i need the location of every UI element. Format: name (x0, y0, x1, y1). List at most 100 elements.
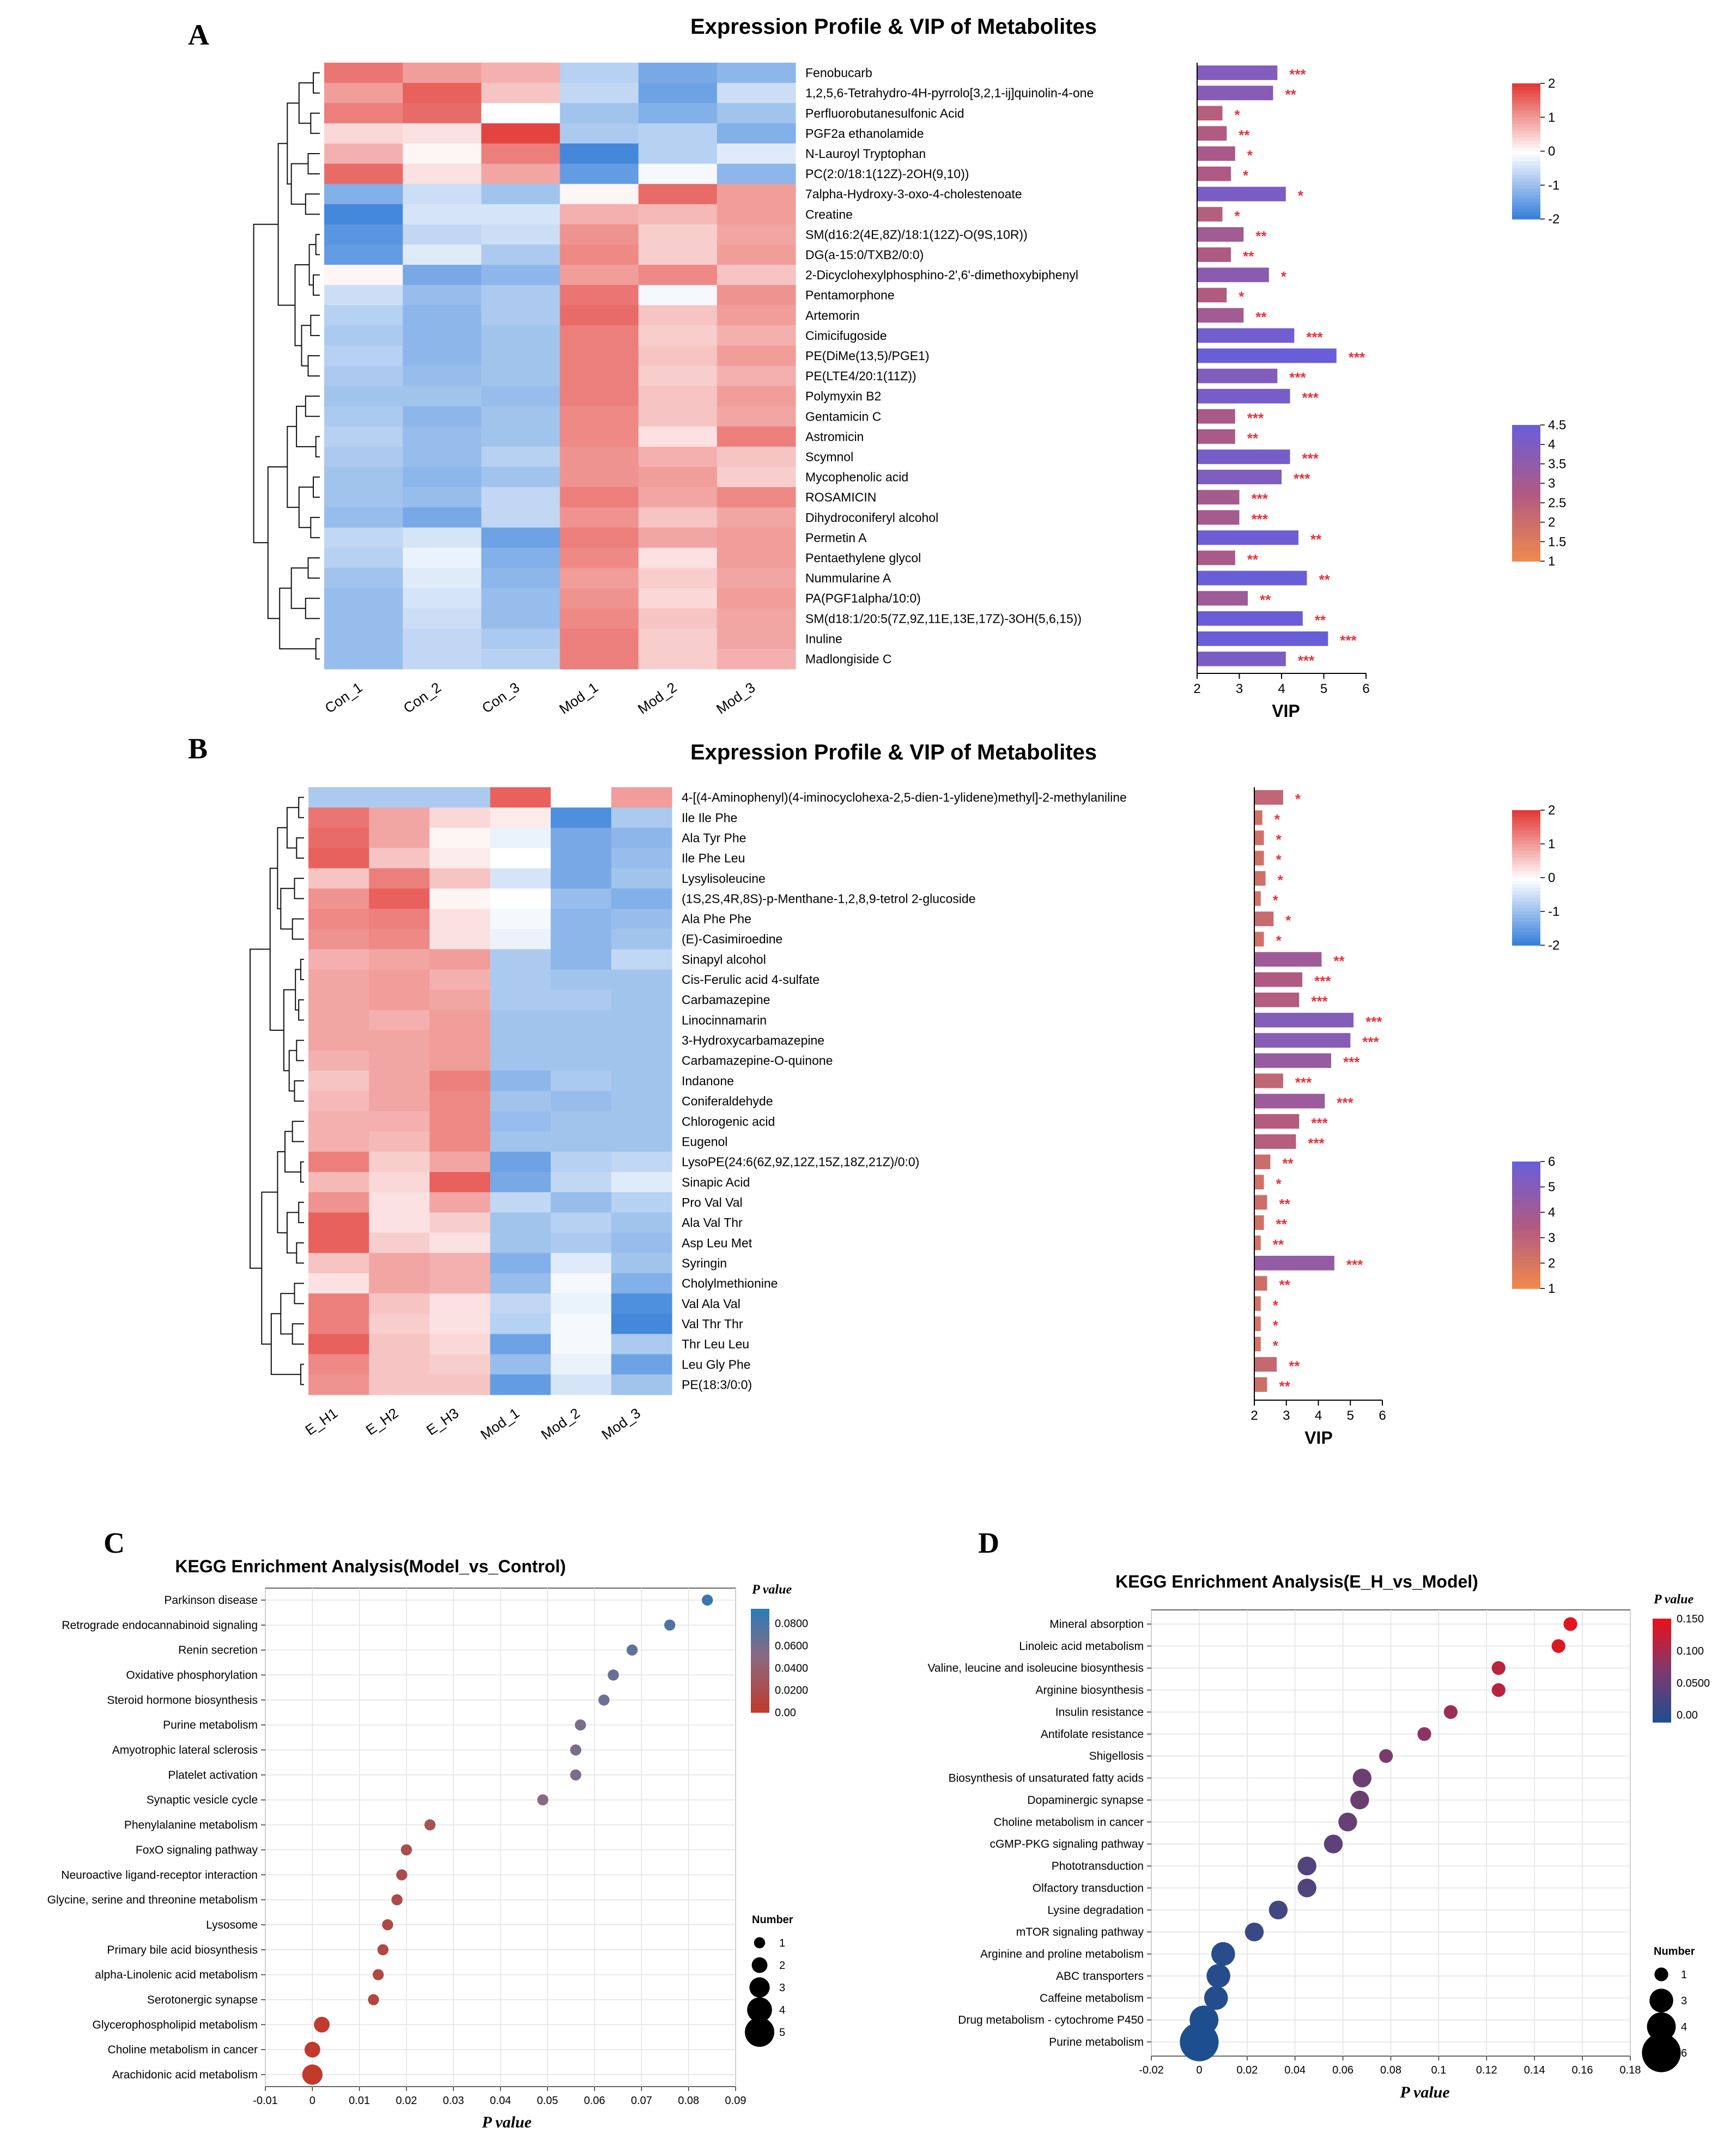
color-legend-swatch (1653, 1688, 1671, 1692)
vip-bar (1197, 106, 1223, 121)
significance-mark: ** (1279, 1378, 1291, 1394)
dendrogram-branch (310, 516, 320, 538)
row-label: 4-[(4-Aminophenyl)(4-iminocyclohexa-2,5-… (682, 791, 1127, 805)
row-label: Asp Leu Met (682, 1236, 752, 1250)
heatmap-cell (429, 969, 491, 990)
heatmap-cell (638, 426, 718, 447)
color-legend-swatch (751, 1611, 769, 1615)
size-legend-label: 1 (1681, 1969, 1687, 1981)
pathway-label: Purine metabolism (163, 1719, 258, 1731)
heatmap-cell (550, 1050, 612, 1071)
heatmap-cell (308, 1253, 369, 1274)
heatmap-cell (324, 507, 403, 528)
heatmap-cell (429, 929, 491, 950)
heatmap-cell (550, 989, 612, 1011)
vip-bar (1254, 1215, 1264, 1230)
vip-legend-swatch (1512, 466, 1540, 470)
dendrogram-branch (294, 1282, 304, 1304)
dendrogram-branch (277, 827, 287, 909)
heatmap-cell (550, 1212, 612, 1233)
scale-legend-swatch (1512, 87, 1540, 91)
scale-legend-swatch (1512, 817, 1540, 821)
heatmap-cell (550, 888, 612, 909)
heatmap-cell (611, 828, 672, 849)
dendrogram-branch (300, 1364, 304, 1385)
heatmap-cell (481, 568, 561, 589)
significance-mark: ** (1279, 1277, 1291, 1293)
row-label: Leu Gly Phe (682, 1357, 751, 1371)
significance-mark: *** (1252, 511, 1268, 527)
dendrogram-branch (310, 314, 320, 336)
heatmap-cell (490, 1334, 551, 1355)
heatmap-cell (490, 1030, 551, 1051)
vip-legend-label: 2.5 (1548, 496, 1566, 510)
dendrogram-branch (267, 466, 288, 619)
scale-legend-swatch (1512, 932, 1540, 936)
row-label: Cis-Ferulic acid 4-sulfate (682, 972, 820, 987)
vip-legend-swatch (1512, 1221, 1540, 1226)
significance-mark: ** (1310, 531, 1322, 548)
enrichment-dot (1204, 1986, 1228, 2010)
vip-legend-swatch (1512, 1256, 1540, 1261)
vip-legend-swatch (1512, 493, 1540, 497)
heatmap-cell (308, 1030, 369, 1051)
heatmap-cell (717, 527, 796, 548)
heatmap-cell (611, 989, 672, 1011)
heatmap-cell (490, 1192, 551, 1213)
heatmap-cell (403, 305, 482, 326)
scale-legend-swatch (1512, 171, 1540, 175)
heatmap-cell (403, 386, 482, 407)
pathway-label: Valine, leucine and isoleucine biosynthe… (927, 1662, 1144, 1675)
heatmap-cell (560, 224, 639, 245)
significance-mark: *** (1337, 1095, 1353, 1111)
vip-bar (1254, 1357, 1277, 1372)
heatmap-cell (560, 83, 639, 104)
heatmap-cell (638, 446, 718, 467)
panel-b-dendrogram (250, 797, 304, 1385)
row-label: Sinapyl alcohol (682, 952, 766, 966)
vip-legend-swatch (1512, 516, 1540, 521)
pathway-label: Lysosome (206, 1919, 258, 1931)
heatmap-cell (550, 1314, 612, 1335)
column-label: Mod_3 (599, 1405, 644, 1443)
scale-legend-swatch (1512, 107, 1540, 111)
pathway-label: Choline metabolism in cancer (994, 1816, 1144, 1828)
heatmap-cell (717, 184, 796, 205)
heatmap-cell (308, 1232, 369, 1254)
dendrogram-branch (307, 355, 320, 377)
row-label: Chlorogenic acid (682, 1114, 775, 1128)
panel-b: B Expression Profile & VIP of Metabolite… (188, 732, 1559, 1448)
significance-mark: *** (1365, 1013, 1382, 1030)
heatmap-cell (403, 507, 482, 528)
row-label: Astromicin (805, 429, 864, 443)
heatmap-cell (403, 204, 482, 225)
heatmap-cell (369, 929, 430, 950)
row-label: N-Lauroyl Tryptophan (805, 147, 926, 161)
heatmap-cell (369, 828, 430, 849)
dendrogram-branch (277, 1151, 287, 1233)
color-legend-swatch (1653, 1650, 1671, 1653)
heatmap-cell (481, 345, 561, 367)
heatmap-cell (611, 1050, 672, 1071)
dendrogram-branch (296, 1039, 304, 1061)
vip-legend-label: 1.5 (1548, 534, 1566, 549)
vip-bar (1197, 186, 1286, 202)
heatmap-cell (324, 406, 403, 427)
heatmap-cell (324, 184, 403, 205)
row-label: 2-Dicyclohexylphosphino-2',6'-dimethoxyb… (805, 268, 1078, 282)
pathway-label: Dopaminergic synapse (1027, 1794, 1144, 1807)
vip-bar (1254, 932, 1264, 947)
color-legend-title: P value (751, 1583, 792, 1597)
vip-legend-swatch (1512, 483, 1540, 487)
row-label: Coniferaldehyde (682, 1094, 773, 1108)
heatmap-cell (308, 1273, 369, 1294)
significance-mark: * (1273, 1297, 1279, 1314)
x-tick-label: 0.12 (1476, 2064, 1497, 2076)
color-legend-swatch (1653, 1641, 1671, 1645)
color-legend-swatch (751, 1658, 769, 1661)
scale-legend-swatch (1512, 857, 1540, 861)
heatmap-cell (481, 163, 561, 185)
vip-bar (1254, 1013, 1354, 1028)
heatmap-cell (481, 325, 561, 346)
vip-legend-swatch (1512, 540, 1540, 545)
